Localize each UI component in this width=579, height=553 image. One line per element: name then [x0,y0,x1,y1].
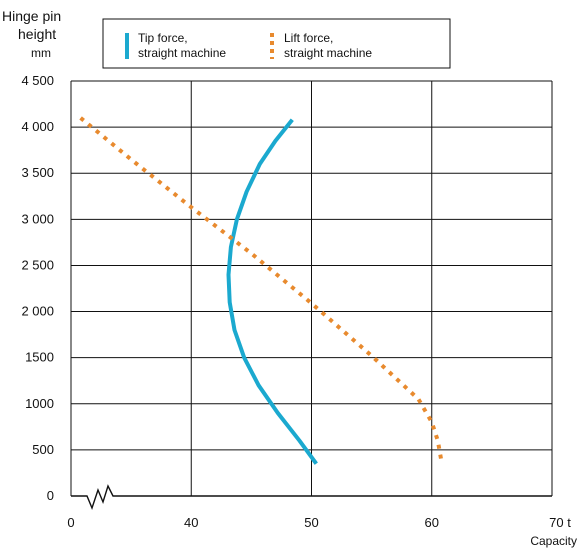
y-tick-label: 4 000 [21,119,54,134]
y-tick-label: 4 500 [21,73,54,88]
y-tick-label: 3 500 [21,165,54,180]
x-tick-label: 60 [425,515,439,530]
x-axis-label: Capacity [530,534,577,548]
legend-frame [102,18,451,69]
legend-label-tip-force-line2: straight machine [138,46,226,60]
y-tick-label: 1500 [25,350,54,365]
x-tick-label: 50 [304,515,318,530]
x-tick-label: 0 [67,515,74,530]
x-tick-label: 70 t [549,515,571,530]
y-tick-label: 2 500 [21,257,54,272]
y-tick-label: 1000 [25,396,54,411]
series-line-lift-force [79,116,444,462]
y-axis-label-line2: height [18,26,56,42]
grid [71,80,553,496]
y-tick-label: 3 000 [21,211,54,226]
y-tick-label: 0 [47,488,54,503]
legend: Tip force, straight machine Lift force, … [102,18,451,69]
legend-label-tip-force-line1: Tip force, [138,31,188,45]
series-group [79,116,444,465]
y-tick-label: 500 [32,442,54,457]
y-tick-labels: 0 500 1000 1500 2 000 2 500 3 000 3 500 4 000 4 5… [21,73,54,503]
x-axis-line-with-break [71,484,552,510]
x-tick-label: 40 [184,515,198,530]
y-axis-unit: mm [31,46,51,60]
legend-label-lift-force-line2: straight machine [284,46,372,60]
y-tick-label: 2 000 [21,304,54,319]
x-tick-labels: 0 40 50 60 70 t [67,515,571,530]
legend-label-lift-force-line1: Lift force, [284,31,333,45]
y-axis-label-line1: Hinge pin [2,8,61,24]
series-line-tip-force [226,118,318,465]
axes [70,81,552,510]
